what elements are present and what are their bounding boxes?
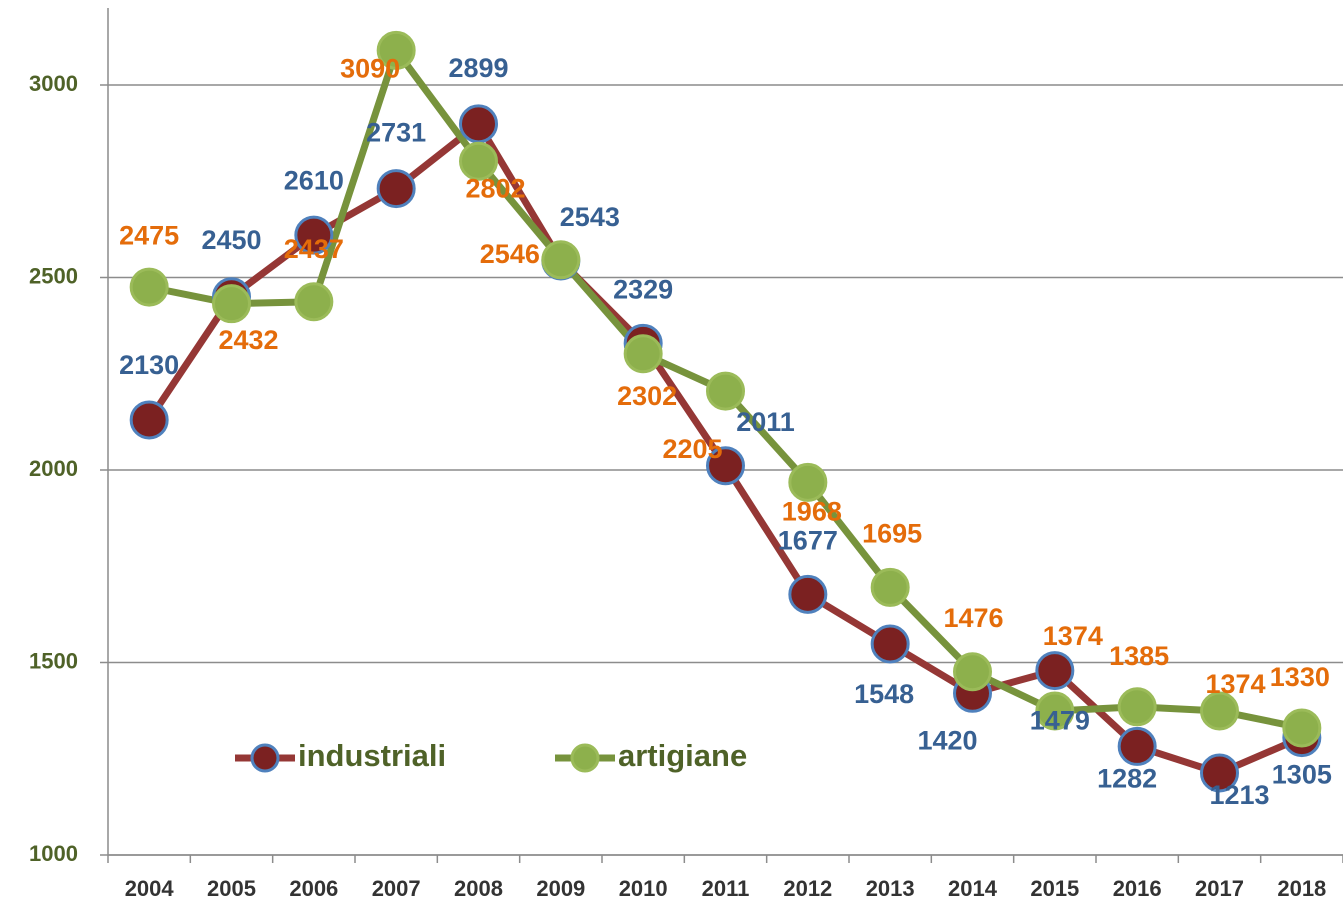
point-marker	[212, 284, 251, 324]
x-tick-label: 2016	[1113, 876, 1162, 901]
point-marker	[1200, 753, 1239, 793]
point-marker	[129, 400, 169, 440]
data-label: 1479	[1030, 706, 1090, 736]
data-label: 1476	[943, 603, 1003, 633]
point-marker	[706, 371, 745, 411]
y-tick-label: 1500	[29, 648, 78, 673]
data-label: 1695	[862, 519, 922, 549]
point-marker	[1035, 691, 1075, 731]
data-label: 1305	[1272, 760, 1332, 790]
x-tick-label: 2009	[536, 876, 585, 901]
x-tick-label: 2017	[1195, 876, 1244, 901]
point-marker	[1200, 691, 1239, 731]
x-tick-label: 2014	[948, 876, 998, 901]
x-tick-label: 2006	[289, 876, 338, 901]
point-marker	[294, 282, 334, 322]
y-tick-label: 2500	[29, 263, 78, 288]
point-marker	[541, 240, 581, 280]
data-label: 2130	[119, 350, 179, 380]
legend-marker	[570, 743, 600, 773]
data-label: 2475	[119, 220, 179, 250]
data-label: 2546	[480, 239, 540, 269]
point-marker	[459, 104, 498, 144]
point-marker	[294, 215, 334, 255]
data-label: 2802	[465, 173, 525, 203]
x-tick-label: 2008	[454, 876, 503, 901]
x-tick-label: 2004	[125, 876, 175, 901]
data-label: 2899	[448, 53, 508, 83]
data-label: 2205	[662, 434, 722, 464]
legend-label: artigiane	[618, 738, 747, 773]
x-tick-label: 2015	[1030, 876, 1079, 901]
point-marker	[376, 30, 416, 70]
data-label: 1385	[1109, 641, 1169, 671]
x-tick-label: 2005	[207, 876, 256, 901]
x-tick-label: 2018	[1277, 876, 1326, 901]
point-marker	[1117, 687, 1157, 727]
point-marker	[459, 141, 498, 181]
point-marker	[1117, 726, 1157, 766]
x-tick-label: 2010	[619, 876, 668, 901]
data-label: 1420	[917, 725, 977, 755]
point-marker	[788, 462, 828, 502]
x-tick-label: 2011	[702, 876, 750, 901]
legend-marker	[250, 743, 280, 773]
data-label: 2450	[201, 225, 261, 255]
data-label: 2610	[284, 165, 344, 195]
point-marker	[870, 624, 910, 664]
point-marker	[706, 446, 745, 486]
x-tick-label: 2013	[866, 876, 915, 901]
point-marker	[788, 574, 828, 614]
point-marker	[870, 567, 910, 607]
y-tick-label: 3000	[29, 71, 78, 96]
data-label: 1548	[854, 679, 914, 709]
point-marker	[623, 334, 663, 374]
data-label: 1374	[1205, 669, 1265, 699]
legend-label: industriali	[298, 738, 446, 773]
data-label: 1677	[778, 525, 838, 555]
point-marker	[129, 267, 169, 307]
data-label: 2731	[366, 118, 426, 148]
point-marker	[376, 169, 416, 209]
point-marker	[953, 652, 992, 692]
data-label: 1213	[1209, 780, 1269, 810]
data-label: 2011	[736, 407, 795, 437]
data-label: 2432	[218, 325, 278, 355]
data-label: 3090	[340, 53, 400, 83]
y-tick-label: 1000	[29, 841, 78, 866]
x-tick-label: 2007	[372, 876, 421, 901]
data-label: 2302	[617, 381, 677, 411]
point-marker	[1035, 651, 1075, 691]
data-label: 2543	[560, 202, 620, 232]
x-tick-label: 2012	[783, 876, 832, 901]
y-tick-label: 2000	[29, 456, 78, 481]
data-label: 1282	[1097, 764, 1157, 794]
data-label: 2329	[613, 274, 673, 304]
data-label: 1330	[1270, 662, 1330, 692]
data-label: 1374	[1043, 621, 1103, 651]
data-label: 2437	[284, 234, 344, 264]
data-label: 1968	[782, 496, 842, 526]
point-marker	[1282, 708, 1322, 748]
